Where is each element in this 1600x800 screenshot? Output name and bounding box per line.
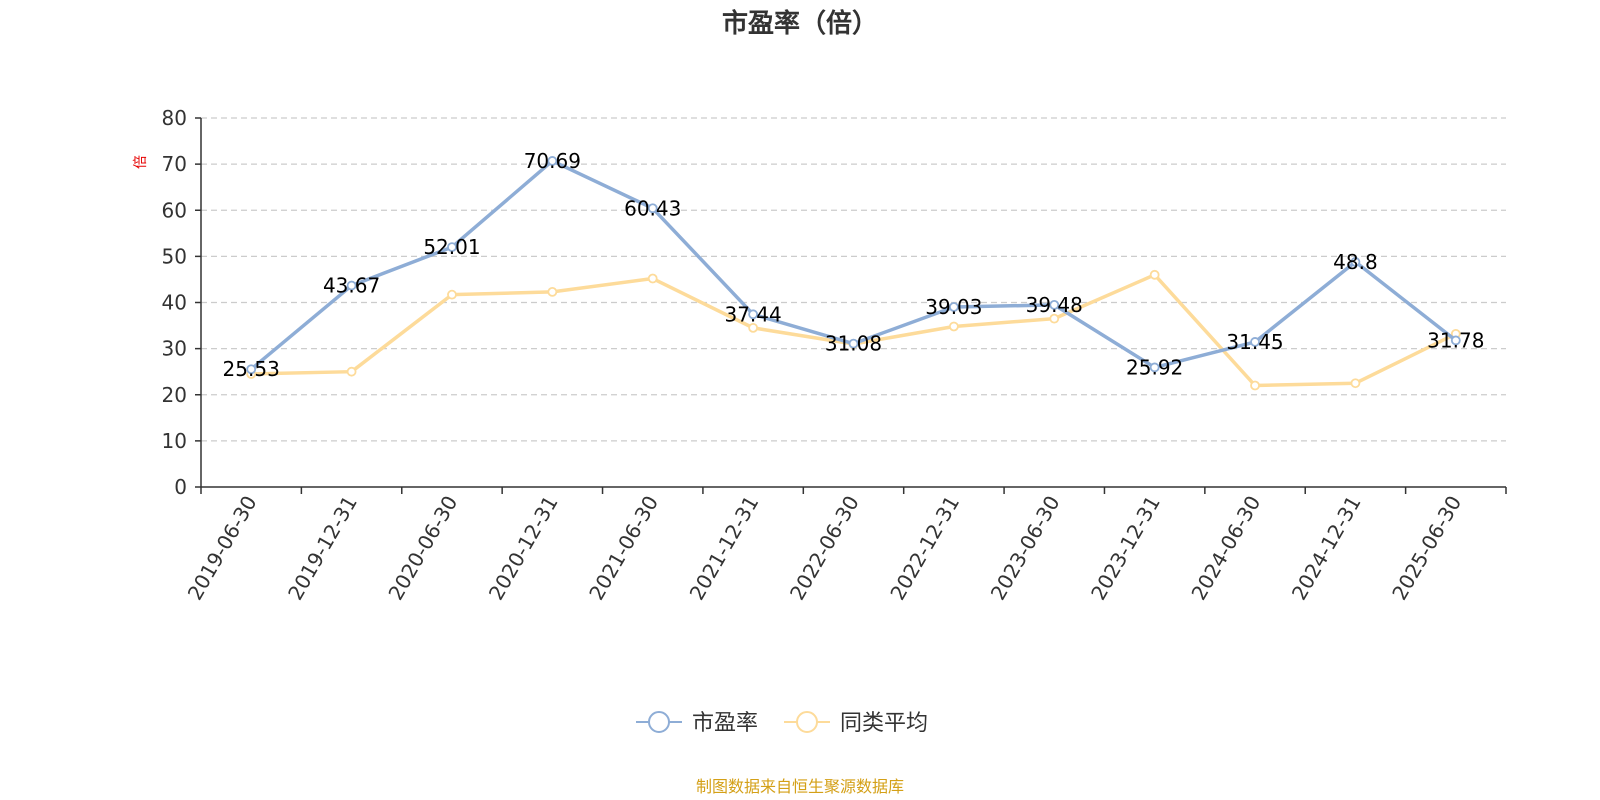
data-labels: 25.53 43.67 52.01 70.69 60.43 37.44 31.08 39.03… [223,149,1485,381]
pe-ratio-point [1250,337,1260,347]
pe-ratio-point [447,242,457,253]
x-tick-label: 2021-12-31 [685,492,764,605]
data-label: 60.43 [624,196,681,220]
peer-average-point [547,286,558,297]
x-tick-label: 2021-06-30 [584,492,663,605]
x-tick-label: 2019-06-30 [183,492,262,605]
legend-marker-icon [648,711,670,733]
pe-ratio-point [346,280,357,291]
legend-marker-icon [796,711,818,733]
x-tick-label: 2025-06-30 [1387,492,1466,605]
series-lines [246,156,1461,391]
data-label: 39.03 [925,295,982,319]
data-label: 39.48 [1026,293,1083,317]
y-tick-label: 30 [162,337,187,361]
peer-average-point [346,366,357,377]
y-tick-label: 50 [162,244,187,268]
data-label: 25.92 [1126,355,1183,379]
legend-label: 同类平均 [840,711,928,736]
y-axis-unit-label: 倍 [133,155,149,169]
legend-label: 市盈率 [692,711,758,736]
x-tick-label: 2023-06-30 [986,492,1065,605]
x-tick-label: 2022-06-30 [785,492,864,605]
y-tick-label: 70 [162,152,187,176]
pe-ratio-point [246,364,257,375]
legend[interactable]: 市盈率 同类平均 [636,711,928,736]
legend-item-pe-ratio[interactable]: 市盈率 [636,711,758,736]
y-tick-label: 40 [162,291,187,315]
data-label: 48.8 [1333,250,1378,274]
data-label: 70.69 [524,149,581,173]
pe-ratio-point [547,156,558,166]
pe-ratio-point [1450,335,1461,346]
x-tick-label: 2020-06-30 [383,492,462,605]
x-tick-label: 2020-12-31 [484,492,563,605]
pe-ratio-point [848,338,859,349]
grid-lines [201,117,1506,442]
pe-ratio-point [1350,257,1361,267]
data-label: 31.78 [1427,328,1484,352]
legend-item-peer-average[interactable]: 同类平均 [784,711,928,736]
peer-average-point [647,273,658,284]
pe-ratio-point [647,203,658,214]
pe-ratio-point [748,309,759,320]
pe-ratio-point [1049,299,1060,310]
pe-ratio-point [948,302,959,312]
x-tick-label: 2024-12-31 [1287,492,1366,605]
data-label: 43.67 [323,274,380,298]
data-label: 25.53 [223,357,280,381]
x-tick-label: 2023-12-31 [1086,492,1165,605]
y-tick-label: 0 [174,475,187,499]
pe-ratio-point [1149,362,1160,373]
source-note: 制图数据来自恒生聚源数据库 [696,777,904,796]
data-label: 37.44 [724,302,781,326]
x-tick-label: 2019-12-31 [283,492,362,605]
peer-average-point [948,321,959,332]
peer-average-point [1250,380,1260,391]
y-tick-label: 60 [162,198,187,222]
x-tick-label: 2022-12-31 [885,492,964,605]
x-tick-label: 2024-06-30 [1186,492,1265,605]
peer-average-point [1049,313,1060,324]
data-label: 52.01 [423,235,480,259]
y-tick-label: 10 [162,429,187,453]
data-label: 31.08 [825,332,882,356]
peer-average-point [1350,378,1361,389]
peer-average-point [447,289,457,300]
y-tick-label: 20 [162,383,187,407]
peer-average-point [748,322,759,333]
data-label: 31.45 [1226,330,1283,354]
peer-average-point [1149,269,1160,280]
chart-title: 市盈率（倍） [722,8,878,39]
y-tick-label: 80 [162,106,187,130]
